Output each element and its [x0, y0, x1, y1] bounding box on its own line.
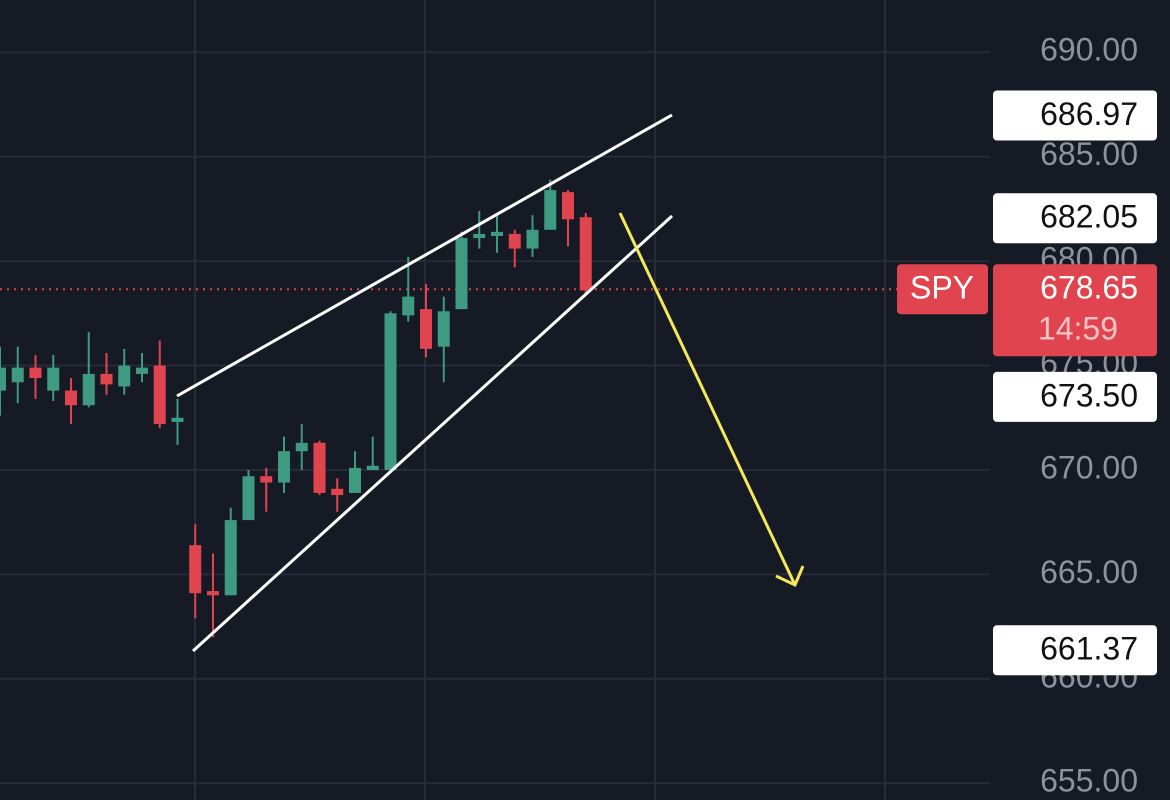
price-axis: 690.00685.00680.00675.00670.00665.00660.… [897, 32, 1157, 799]
candle-body [171, 417, 184, 422]
current-price-label: 678.65 [1040, 270, 1138, 306]
arrow-shaft [618, 212, 797, 586]
price-label-box [993, 90, 1157, 141]
y-tick-label: 665.00 [1040, 554, 1138, 590]
candle-body [100, 373, 113, 385]
candle-body [437, 311, 450, 347]
candle-body [491, 231, 503, 237]
y-tick-label: 670.00 [1040, 449, 1138, 485]
price-label: 682.05 [1040, 199, 1138, 235]
candle-body [526, 229, 539, 249]
price-label: 673.50 [1040, 377, 1138, 413]
arrow-head [775, 565, 805, 588]
countdown-label: 14:59 [1038, 311, 1118, 347]
candle-body [420, 309, 432, 349]
candle-body [349, 467, 361, 493]
current-price-box [993, 264, 1157, 357]
candle-body [153, 365, 166, 425]
candle-body [189, 545, 202, 594]
symbol-box [897, 264, 988, 315]
candle-body [207, 591, 219, 596]
candle-body [47, 367, 60, 391]
price-label-box [993, 625, 1157, 676]
price-label: 661.37 [1040, 631, 1138, 667]
annotations [176, 113, 805, 653]
price-label-box [993, 193, 1157, 244]
candle-body [473, 233, 486, 239]
candle-body [65, 390, 77, 406]
candle-body [295, 442, 308, 452]
candle-body [224, 520, 237, 596]
trend-line [176, 113, 673, 398]
candle-body [82, 373, 95, 406]
price-label-box [993, 371, 1157, 422]
y-tick-label: 690.00 [1040, 32, 1138, 68]
candle-body [331, 488, 344, 496]
vertical-grid [194, 0, 886, 800]
candle-body [455, 238, 468, 310]
trend-line [191, 214, 674, 653]
symbol-label: SPY [910, 270, 974, 306]
candle-body [11, 367, 24, 383]
candle-body [508, 233, 521, 249]
candle-body [366, 465, 379, 470]
price-label: 686.97 [1040, 96, 1138, 132]
candle-body [384, 313, 397, 470]
candle-body [579, 217, 592, 291]
candle-body [402, 296, 415, 316]
candle-body [260, 476, 273, 483]
candle-body [242, 476, 255, 521]
candle-body [313, 442, 326, 493]
candle-body [562, 192, 574, 220]
candle-body [29, 367, 42, 379]
y-tick-label: 685.00 [1040, 136, 1138, 172]
candle-body [278, 451, 290, 483]
candles [0, 179, 592, 638]
candle-body [544, 190, 557, 230]
candle-body [118, 365, 131, 387]
y-tick-label: 655.00 [1040, 763, 1138, 799]
candle-body [136, 367, 148, 374]
candle-body [0, 367, 6, 391]
